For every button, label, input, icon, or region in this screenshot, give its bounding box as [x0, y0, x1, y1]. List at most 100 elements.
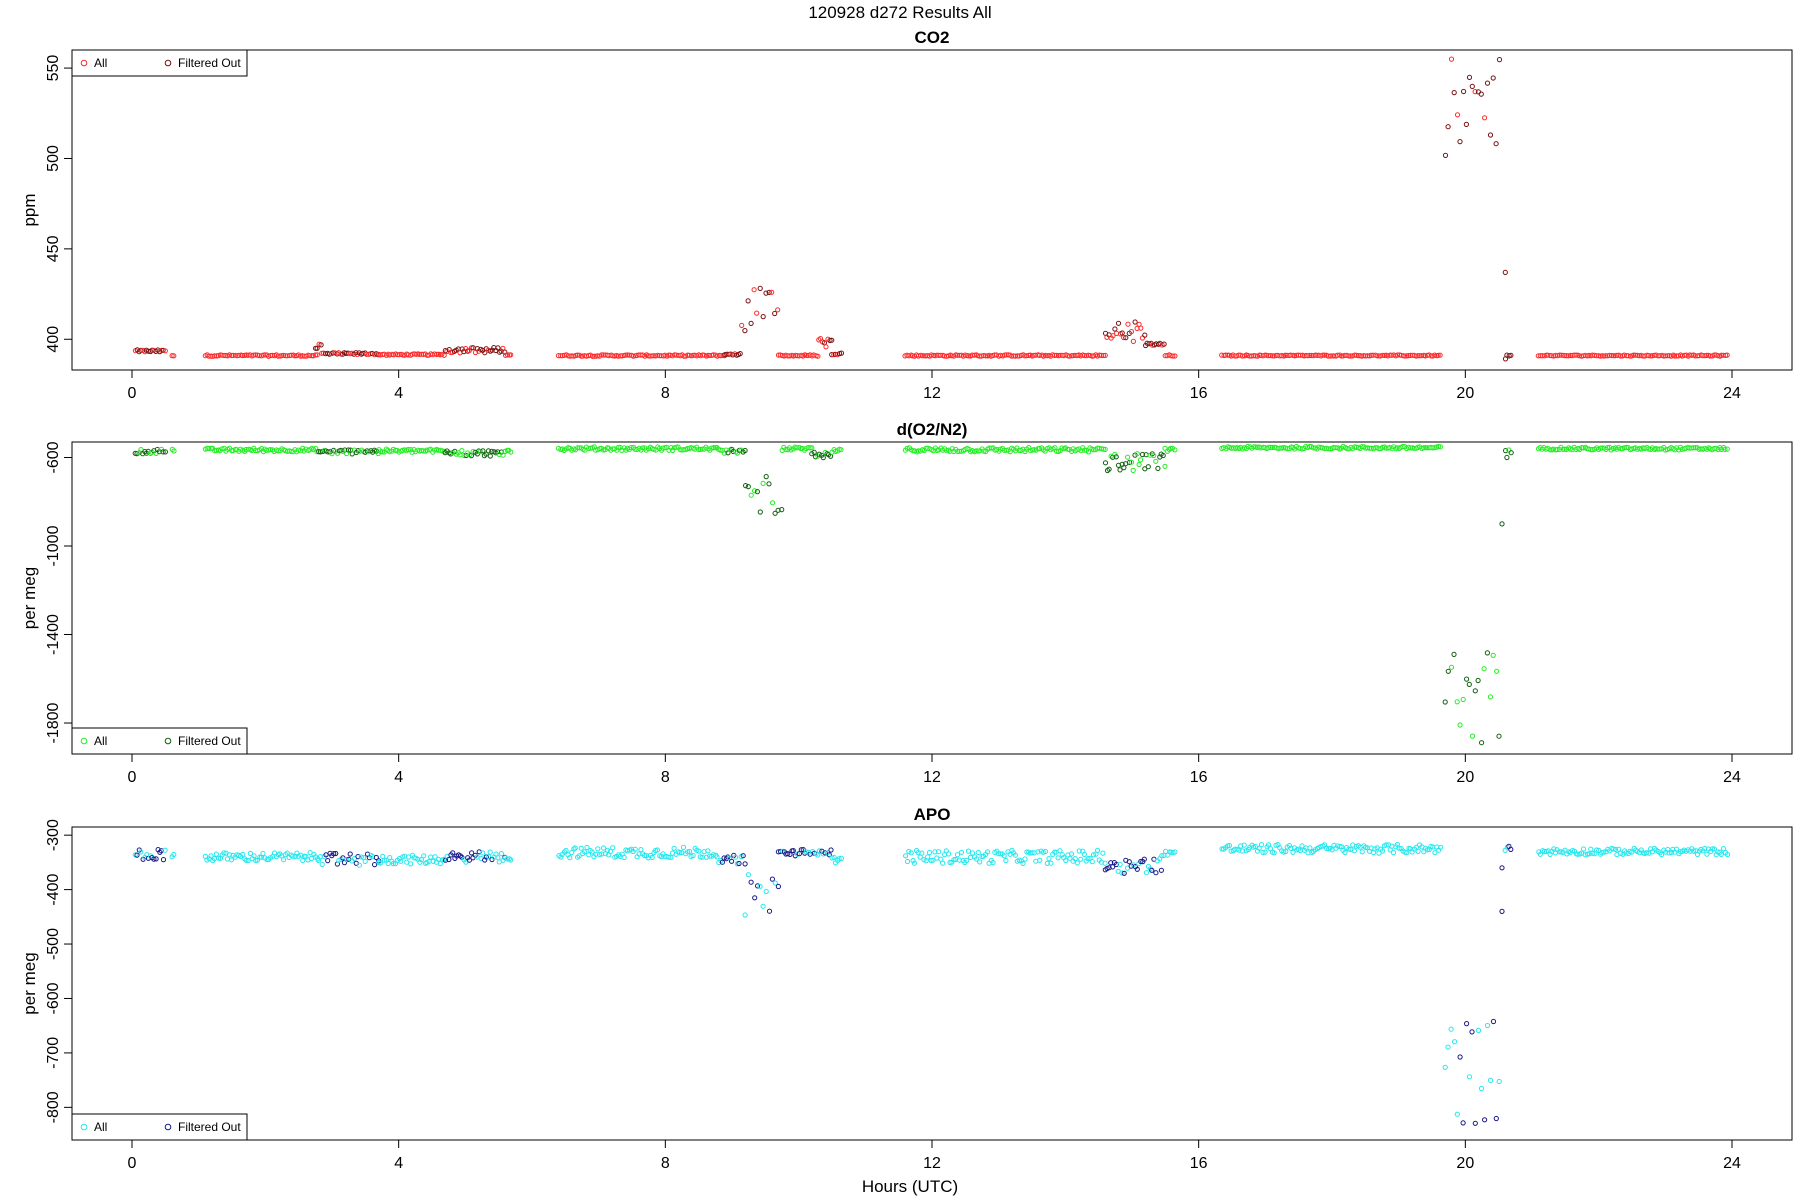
data-point — [969, 850, 976, 856]
legend-label: Filtered Out — [178, 1120, 241, 1134]
y-tick-label: -600 — [45, 982, 62, 1014]
data-point — [148, 450, 154, 456]
data-point — [469, 850, 475, 856]
data-point — [1153, 870, 1159, 876]
data-point — [687, 848, 693, 855]
data-point — [822, 850, 828, 856]
data-point — [485, 853, 491, 860]
data-point — [160, 449, 166, 455]
data-point — [769, 876, 776, 882]
data-point — [1153, 458, 1159, 464]
data-point — [1102, 352, 1108, 358]
data-point — [1081, 851, 1088, 858]
data-point — [240, 851, 246, 857]
data-point — [615, 444, 621, 450]
data-point — [1102, 860, 1108, 866]
data-point — [373, 854, 379, 861]
x-tick-label: 16 — [1190, 385, 1208, 402]
data-point — [1488, 1077, 1494, 1084]
data-point — [1117, 861, 1123, 868]
data-point — [1704, 352, 1710, 358]
data-point — [1623, 444, 1629, 450]
data-point — [951, 857, 957, 863]
data-point — [813, 454, 819, 460]
data-point — [1594, 847, 1600, 853]
data-point — [1499, 908, 1505, 915]
data-point — [1299, 843, 1305, 849]
data-point — [772, 310, 778, 317]
data-point — [763, 290, 769, 296]
data-point — [1029, 850, 1035, 856]
data-point — [1478, 91, 1484, 97]
data-point — [318, 342, 324, 348]
data-point — [977, 859, 983, 865]
data-point — [295, 853, 301, 859]
data-point — [372, 862, 378, 868]
data-point — [1558, 352, 1564, 358]
data-point — [1481, 666, 1487, 672]
data-point — [151, 856, 157, 862]
data-point — [790, 848, 796, 854]
data-point — [649, 854, 655, 861]
data-point — [671, 845, 677, 851]
data-point — [275, 353, 281, 359]
data-point — [589, 849, 595, 855]
data-point — [1269, 444, 1276, 451]
data-point — [1435, 352, 1441, 358]
data-point — [733, 854, 739, 860]
data-point — [314, 345, 320, 351]
data-point — [216, 855, 222, 861]
data-point — [134, 852, 140, 858]
data-point — [823, 344, 829, 350]
data-point — [1100, 352, 1107, 359]
data-point — [1464, 1021, 1470, 1027]
data-point — [754, 310, 760, 316]
data-point — [785, 851, 791, 857]
data-point — [1020, 860, 1026, 867]
data-point — [569, 850, 575, 856]
data-point — [432, 854, 438, 860]
data-point — [1487, 132, 1494, 138]
data-point — [621, 854, 627, 861]
data-point — [1464, 676, 1470, 682]
data-point — [1722, 446, 1728, 453]
data-point — [251, 853, 257, 859]
data-point — [1059, 445, 1065, 451]
data-point — [1691, 848, 1697, 854]
data-point — [1138, 325, 1144, 331]
data-point — [1238, 843, 1244, 849]
data-point — [1496, 1078, 1502, 1085]
data-point — [398, 858, 404, 864]
data-point — [610, 845, 616, 851]
data-point — [1508, 846, 1514, 853]
data-point — [1442, 152, 1449, 158]
data-point — [319, 861, 325, 868]
data-point — [1001, 853, 1007, 859]
data-point — [387, 449, 393, 455]
data-points-co2 — [132, 56, 1730, 362]
data-point — [1110, 864, 1116, 870]
data-point — [1445, 1044, 1451, 1050]
data-point — [576, 853, 582, 859]
data-point — [284, 850, 290, 856]
data-point — [1452, 1039, 1458, 1045]
data-point — [1432, 850, 1438, 856]
data-point — [742, 861, 748, 867]
data-point — [1460, 696, 1466, 703]
data-point — [1605, 445, 1611, 451]
data-point — [1554, 446, 1560, 453]
data-point — [1437, 352, 1443, 358]
data-point — [930, 857, 936, 863]
data-point — [206, 445, 212, 451]
data-point — [1342, 849, 1348, 856]
data-point — [719, 859, 726, 865]
data-point — [739, 322, 745, 328]
data-point — [1307, 845, 1313, 851]
data-point — [1702, 845, 1708, 852]
data-point — [752, 488, 758, 494]
data-point — [1508, 352, 1514, 358]
legend: All Filtered Out — [71, 49, 248, 77]
data-point — [1268, 352, 1274, 359]
y-axis-label: per meg — [20, 567, 39, 629]
data-point — [1448, 1026, 1454, 1032]
